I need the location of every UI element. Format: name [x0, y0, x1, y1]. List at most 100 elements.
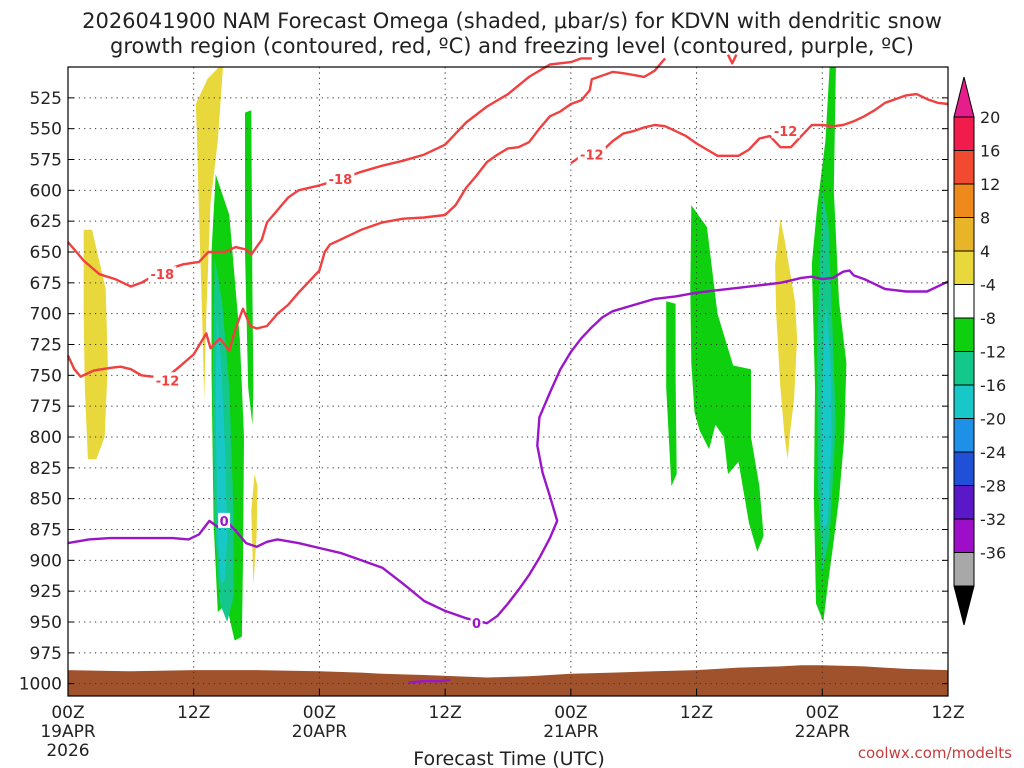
colorbar-segment-11: [953, 485, 975, 520]
credit-text: coolwx.com/modelts: [858, 744, 1012, 762]
contour-label-1: -12: [156, 374, 180, 389]
colorbar-segment-4: [953, 250, 975, 285]
colorbar-label-12: 12: [980, 175, 1000, 194]
colorbar-label-4: 4: [980, 242, 990, 261]
y-tick-label-725: 725: [30, 336, 62, 356]
y-tick-label-600: 600: [30, 181, 62, 201]
x-tick-date-6: 22APR: [795, 722, 851, 742]
contour-label-4: -12: [774, 125, 798, 140]
ground-terrain: [68, 665, 948, 696]
colorbar-segment-1: [953, 150, 975, 185]
colorbar-segment-7: [953, 351, 975, 386]
colorbar-legend: 20 16 12 8 4 -4 -8 -12 -16 -20 -24 -28 -32 -36: [953, 76, 1006, 626]
colorbar-label--36: -36: [980, 544, 1006, 563]
y-tick-label-625: 625: [30, 212, 62, 232]
y-tick-label-875: 875: [30, 521, 62, 541]
contour-label-3: -12: [580, 149, 604, 164]
y-tick-label-950: 950: [30, 613, 62, 633]
y-tick-label-775: 775: [30, 397, 62, 417]
contour-label-5: 0: [220, 515, 229, 530]
colorbar-label-16: 16: [980, 142, 1000, 161]
colorbar-label--32: -32: [980, 510, 1006, 529]
x-tick-label-0: 00Z: [51, 703, 84, 723]
colorbar-segment-9: [953, 418, 975, 453]
chart-title-line-2: growth region (contoured, red, ºC) and f…: [110, 34, 914, 58]
y-tick-label-975: 975: [30, 644, 62, 664]
colorbar-segment-2: [953, 183, 975, 218]
y-tick-label-825: 825: [30, 459, 62, 479]
colorbar-segment-8: [953, 384, 975, 419]
y-axis: 525 550 575 600 625 650 675 700 725 750 775 800 825 8…: [19, 89, 948, 695]
contour-labels: -18 -12 -18 -12 -12 0 0: [148, 123, 800, 632]
x-tick-label-1: 12Z: [177, 703, 210, 723]
colorbar-label--4: -4: [980, 276, 996, 295]
contour-label-bg-6: [470, 615, 483, 631]
omega-region-2: [251, 474, 258, 585]
y-tick-label-575: 575: [30, 151, 62, 171]
x-tick-label-4: 00Z: [554, 703, 587, 723]
contour-label-bg-2: [326, 171, 355, 187]
x-tick-date-4: 21APR: [543, 722, 599, 742]
omega-region-12: [821, 301, 832, 530]
red-contour-2: [570, 92, 949, 165]
contour-label-bg-4: [771, 123, 800, 139]
contour-label-bg-5: [218, 512, 231, 528]
contour-label-bg-3: [577, 146, 606, 162]
y-tick-label-1000: 1000: [19, 675, 62, 695]
y-tick-label-750: 750: [30, 366, 62, 386]
colorbar-top-arrow: [953, 76, 975, 118]
colorbar-label--24: -24: [980, 443, 1006, 462]
y-tick-label-700: 700: [30, 305, 62, 325]
colorbar-segment-10: [953, 451, 975, 486]
omega-region-7: [666, 301, 677, 487]
ground-fill: [68, 665, 948, 696]
colorbar-bottom-arrow: [953, 585, 975, 626]
colorbar-label-8: 8: [980, 209, 990, 228]
omega-shading: [83, 67, 847, 641]
purple-contour-1: [408, 678, 451, 684]
y-tick-label-525: 525: [30, 89, 62, 109]
contour-label-bg-1: [153, 372, 182, 388]
x-axis-label: Forecast Time (UTC): [413, 748, 604, 768]
plot-frame: [67, 66, 949, 697]
x-tick-label-7: 12Z: [931, 703, 964, 723]
y-tick-label-800: 800: [30, 428, 62, 448]
purple-contour-0: [67, 269, 949, 625]
colorbar-label-20: 20: [980, 108, 1000, 127]
omega-region-1: [195, 67, 223, 400]
colorbar-segment-5: [953, 284, 975, 319]
contour-label-0: -18: [151, 268, 175, 283]
x-tick-year-0: 2026: [46, 741, 89, 761]
colorbar-segment-6: [953, 317, 975, 352]
y-tick-label-900: 900: [30, 551, 62, 571]
omega-region-9: [775, 218, 798, 460]
y-tick-label-550: 550: [30, 120, 62, 140]
colorbar-label--16: -16: [980, 376, 1006, 395]
x-tick-date-2: 20APR: [292, 722, 348, 742]
colorbar-label--20: -20: [980, 410, 1006, 429]
y-tick-label-675: 675: [30, 274, 62, 294]
colorbar-segment-0: [953, 116, 975, 151]
chart-title-line-1: 2026041900 NAM Forecast Omega (shaded, μ…: [82, 9, 942, 33]
colorbar-segment-13: [953, 552, 975, 587]
colorbar-label--8: -8: [980, 309, 996, 328]
colorbar-segment-12: [953, 518, 975, 553]
red-contour-3: [726, 54, 738, 65]
x-tick-label-5: 12Z: [680, 703, 713, 723]
y-tick-label-850: 850: [30, 490, 62, 510]
colorbar-label--12: -12: [980, 343, 1006, 362]
colorbar-segment-3: [953, 217, 975, 252]
omega-region-4: [245, 110, 254, 425]
contour-label-2: -18: [329, 173, 353, 188]
y-tick-label-925: 925: [30, 582, 62, 602]
y-tick-label-650: 650: [30, 243, 62, 263]
contour-label-6: 0: [472, 617, 481, 632]
colorbar-label--28: -28: [980, 477, 1006, 496]
x-tick-label-6: 00Z: [806, 703, 839, 723]
x-tick-date-0: 19APR: [40, 722, 96, 742]
x-tick-label-3: 12Z: [429, 703, 462, 723]
x-tick-label-2: 00Z: [303, 703, 336, 723]
contour-label-bg-0: [148, 266, 177, 282]
